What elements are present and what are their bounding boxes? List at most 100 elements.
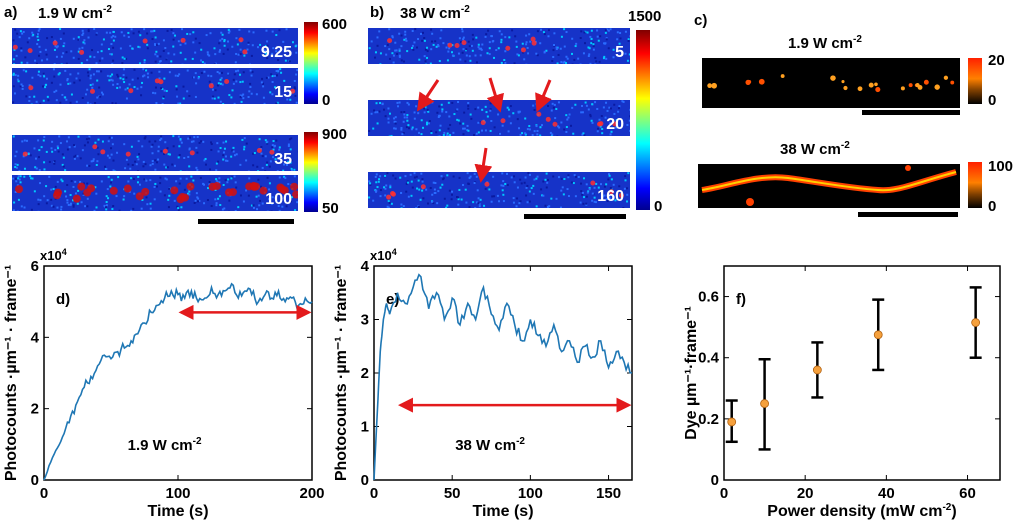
panel-c-title-text: 1.9 W cm — [788, 35, 854, 52]
speckle-pixel — [84, 93, 87, 96]
speckle-pixel — [294, 209, 297, 211]
speckle-pixel — [116, 73, 119, 76]
speckle-pixel — [81, 29, 84, 32]
speckle-pixel — [146, 72, 149, 75]
speckle-pixel — [132, 32, 135, 35]
speckle-pixel — [66, 201, 69, 204]
scale-bar — [524, 214, 626, 219]
speckle-pixel — [591, 41, 594, 44]
speckle-pixel — [388, 135, 391, 136]
speckle — [12, 68, 298, 104]
speckle-pixel — [145, 179, 148, 182]
speckle-pixel — [192, 140, 195, 143]
dye-spot — [843, 85, 848, 91]
speckle-pixel — [239, 163, 242, 166]
speckle-pixel — [55, 99, 58, 102]
speckle-pixel — [629, 129, 630, 132]
speckle-pixel — [388, 48, 391, 51]
speckle-pixel — [151, 143, 154, 146]
x-tick-label: 40 — [878, 485, 895, 502]
speckle-pixel — [112, 46, 115, 49]
speckle-pixel — [218, 195, 221, 198]
speckle-pixel — [196, 151, 199, 154]
colorbar-a-bottom — [304, 132, 318, 212]
speckle-pixel — [79, 180, 82, 183]
speckle-pixel — [26, 41, 29, 44]
filament-core — [701, 171, 957, 192]
speckle-pixel — [112, 159, 115, 162]
speckle-pixel — [43, 168, 46, 171]
speckle-pixel — [22, 69, 25, 72]
speckle-pixel — [131, 164, 134, 167]
speckle-pixel — [497, 113, 500, 116]
speckle-pixel — [217, 160, 220, 163]
speckle-pixel — [403, 113, 406, 116]
speckle-pixel — [270, 73, 273, 76]
speckle-pixel — [294, 94, 297, 97]
speckle-pixel — [394, 127, 397, 130]
speckle-pixel — [287, 145, 290, 148]
speckle-pixel — [239, 194, 242, 197]
speckle-pixel — [421, 178, 424, 181]
speckle-pixel — [563, 128, 566, 131]
speckle-pixel — [606, 28, 609, 31]
speckle-pixel — [488, 47, 491, 50]
speckle-pixel — [194, 95, 197, 98]
speckle-pixel — [43, 75, 46, 78]
speckle-pixel — [268, 182, 271, 185]
speckle-pixel — [268, 165, 271, 168]
red-arrow — [417, 79, 440, 112]
speckle-pixel — [526, 201, 529, 204]
speckle-pixel — [188, 148, 191, 151]
speckle-pixel — [548, 205, 551, 208]
speckle-pixel — [557, 125, 560, 128]
emitter-spot — [530, 36, 536, 42]
speckle-pixel — [141, 145, 144, 148]
speckle-pixel — [93, 209, 96, 211]
speckle-pixel — [24, 56, 27, 59]
speckle-pixel — [406, 101, 409, 104]
speckle-pixel — [179, 51, 182, 54]
speckle-pixel — [610, 178, 613, 181]
speckle-pixel — [56, 145, 59, 148]
speckle-pixel — [256, 165, 259, 168]
speckle-pixel — [626, 123, 629, 126]
speckle-pixel — [413, 41, 416, 44]
speckle-pixel — [617, 107, 620, 110]
speckle-pixel — [287, 160, 290, 163]
speckle-pixel — [80, 201, 83, 204]
speckle-pixel — [564, 62, 567, 64]
speckle-pixel — [25, 139, 28, 142]
speckle-pixel — [193, 201, 196, 204]
speckle-pixel — [129, 44, 132, 47]
speckle-pixel — [544, 178, 547, 181]
speckle-pixel — [124, 88, 127, 91]
dye-spot — [950, 80, 955, 85]
speckle-pixel — [69, 82, 72, 85]
speckle-pixel — [89, 74, 92, 77]
speckle-pixel — [45, 185, 48, 188]
speckle-pixel — [70, 93, 73, 96]
power-annotation: 1.9 W cm-2 — [128, 436, 202, 454]
speckle-pixel — [447, 50, 450, 53]
speckle-pixel — [595, 182, 598, 185]
speckle-pixel — [261, 166, 264, 169]
speckle-pixel — [14, 28, 17, 31]
speckle-pixel — [485, 33, 488, 36]
speckle-pixel — [560, 121, 563, 124]
speckle-pixel — [626, 59, 629, 62]
speckle-pixel — [418, 188, 421, 191]
speckle-pixel — [223, 44, 226, 47]
speckle-pixel — [515, 40, 518, 43]
speckle-pixel — [404, 175, 407, 178]
speckle-pixel — [477, 121, 480, 124]
speckle-pixel — [445, 206, 448, 208]
speckle-pixel — [438, 60, 441, 63]
speckle-pixel — [406, 180, 409, 183]
speckle-pixel — [598, 60, 601, 63]
speckle-pixel — [606, 109, 609, 112]
speckle-pixel — [609, 28, 612, 31]
speckle-pixel — [442, 42, 445, 45]
speckle-pixel — [231, 176, 234, 179]
speckle-pixel — [566, 57, 569, 60]
